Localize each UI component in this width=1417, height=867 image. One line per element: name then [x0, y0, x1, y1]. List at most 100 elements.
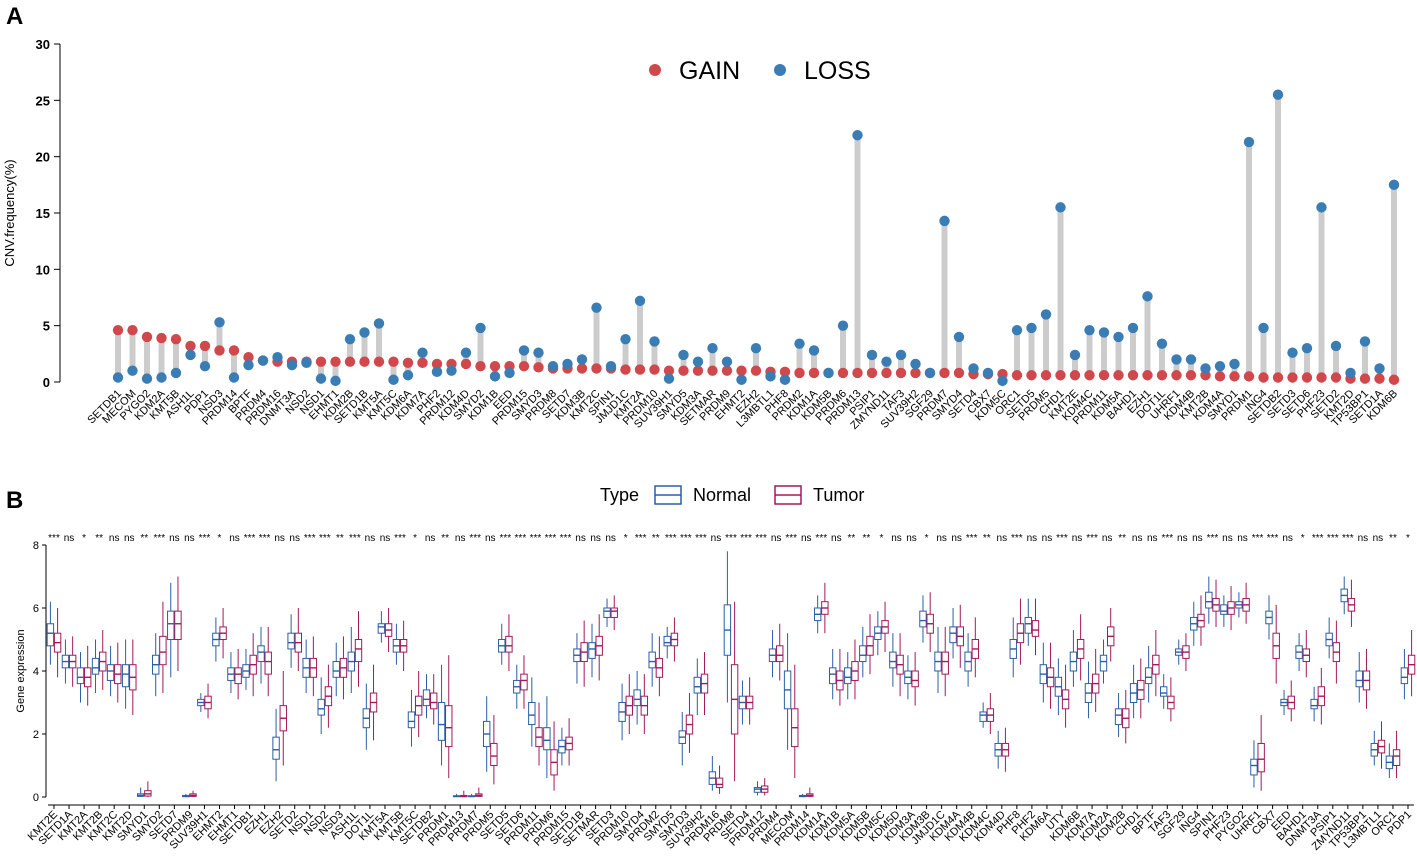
dot [518, 345, 530, 356]
stem [361, 332, 368, 362]
legend-label: GAIN [679, 57, 740, 85]
stem [521, 350, 527, 367]
dot [243, 352, 254, 363]
dot [373, 318, 385, 329]
stem [115, 330, 121, 378]
dot [823, 367, 834, 379]
significance-label: ns [906, 533, 917, 544]
dot [127, 365, 138, 376]
significance-label: *** [755, 533, 767, 544]
significance-label: *** [199, 533, 211, 544]
dot [1055, 370, 1066, 381]
stem [231, 350, 237, 378]
dot [765, 371, 776, 382]
stem [1101, 332, 1107, 376]
significance-label: *** [1267, 533, 1279, 544]
significance-label: ns [575, 533, 586, 544]
dot [1040, 309, 1052, 320]
dot [1011, 324, 1023, 336]
dot [1374, 363, 1385, 374]
stem [173, 339, 179, 373]
stem [1115, 336, 1122, 376]
legend-marker [649, 64, 661, 76]
dot [1113, 370, 1124, 381]
significance-label: *** [394, 533, 406, 544]
stem [1188, 359, 1194, 376]
dot [533, 347, 544, 358]
box [445, 705, 453, 748]
significance-label: * [82, 533, 86, 544]
stem [956, 336, 962, 373]
box [603, 607, 611, 618]
significance-label: * [1406, 533, 1410, 544]
box [979, 711, 987, 722]
significance-label: ns [951, 533, 962, 544]
dot [895, 367, 907, 379]
box [919, 610, 927, 628]
box [407, 711, 416, 729]
dot [1026, 322, 1037, 334]
significance-label: *** [244, 533, 256, 544]
box [528, 702, 536, 726]
box [889, 651, 897, 669]
y-tick-label: 4 [33, 666, 39, 678]
dot [330, 356, 341, 367]
box [520, 673, 528, 691]
stem [637, 300, 643, 370]
stem [202, 345, 208, 367]
y-tick-label: 0 [43, 375, 50, 390]
dot [794, 367, 805, 379]
dot [895, 349, 907, 361]
stem [129, 330, 136, 371]
box [859, 645, 867, 663]
y-axis-label: Gene expression [15, 629, 27, 712]
dot [721, 365, 733, 376]
significance-label: *** [349, 533, 361, 544]
significance-label: *** [259, 533, 271, 544]
significance-label: ** [863, 533, 871, 544]
box [1024, 616, 1032, 634]
dot [1330, 340, 1342, 352]
stem [1231, 363, 1238, 377]
significance-label: ** [95, 533, 103, 544]
dot [475, 322, 486, 334]
dot [968, 363, 979, 374]
dot [852, 367, 863, 379]
dot [446, 365, 457, 376]
box [159, 635, 167, 666]
dot [591, 302, 602, 313]
significance-label: ns [1132, 533, 1143, 544]
stem [1362, 341, 1368, 379]
box [317, 698, 325, 716]
significance-label: ns [997, 533, 1008, 544]
significance-label: ns [1102, 533, 1113, 544]
stem [753, 348, 759, 371]
box [610, 607, 618, 618]
dot [707, 343, 718, 354]
dot [417, 357, 428, 369]
significance-label: ns [274, 533, 285, 544]
dot [808, 345, 820, 356]
dot [649, 336, 660, 347]
dot [1026, 370, 1037, 381]
dot [272, 352, 283, 363]
box [1257, 742, 1265, 773]
box [76, 667, 85, 685]
significance-label: *** [469, 533, 481, 544]
box [829, 667, 837, 685]
significance-label: * [1301, 533, 1305, 544]
significance-label: ns [1177, 533, 1188, 544]
significance-label: *** [815, 533, 827, 544]
dot [779, 366, 791, 378]
stem [318, 361, 324, 379]
dot [866, 367, 878, 379]
dot [576, 363, 588, 374]
dot [982, 367, 994, 379]
dot [1200, 363, 1211, 374]
significance-label: * [413, 533, 417, 544]
dot [881, 367, 892, 379]
significance-label: ns [1237, 533, 1248, 544]
significance-label: ns [891, 533, 902, 544]
significance-label: *** [665, 533, 677, 544]
significance-label: *** [530, 533, 542, 544]
